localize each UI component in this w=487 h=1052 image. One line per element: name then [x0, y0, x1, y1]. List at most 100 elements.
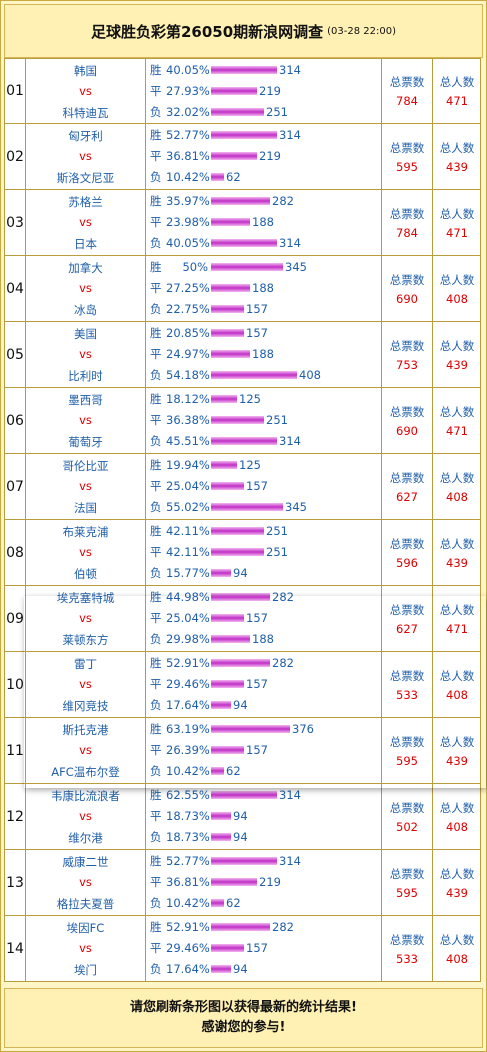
total-votes-cell: 总票数 784: [382, 59, 433, 123]
total-votes-value: 533: [396, 951, 418, 966]
result-percent: 25.04%: [166, 611, 210, 625]
total-people-value: 439: [446, 159, 468, 174]
vote-bar: [211, 263, 283, 271]
away-team: 维尔港: [68, 831, 103, 845]
odds-line: 负 54.18% 408: [150, 367, 321, 383]
away-team: 斯洛文尼亚: [56, 171, 115, 185]
odds-line: 平 27.93% 219: [150, 83, 281, 99]
total-people-cell: 总人数 439: [432, 124, 482, 189]
odds-cell: 胜 63.19% 376 平 26.39% 157 负 10.42% 62: [146, 718, 382, 783]
result-label: 平: [150, 743, 162, 757]
result-label: 平: [150, 479, 162, 493]
odds-cell: 胜 52.91% 282 平 29.46% 157 负 17.64% 94: [146, 652, 382, 717]
odds-cell: 胜 35.97% 282 平 23.98% 188 负 40.05% 314: [146, 190, 382, 255]
odds-cell: 胜 52.77% 314 平 36.81% 219 负 10.42% 62: [146, 124, 382, 189]
away-team: AFC温布尔登: [51, 765, 120, 779]
total-votes-value: 753: [396, 357, 418, 372]
odds-line: 平 29.46% 157: [150, 676, 268, 692]
vote-bar: [211, 527, 264, 535]
result-label: 平: [150, 149, 162, 163]
total-people-value: 471: [446, 225, 468, 240]
home-team: 苏格兰: [68, 195, 103, 209]
away-team: 埃门: [74, 963, 97, 977]
teams-cell: 威康二世 vs 格拉夫夏普: [26, 850, 146, 915]
away-team: 葡萄牙: [68, 435, 103, 449]
home-team: 埃克塞特城: [56, 591, 115, 605]
result-label: 胜: [150, 326, 162, 340]
total-votes-label: 总票数: [389, 470, 425, 485]
total-votes-cell: 总票数 753: [382, 322, 433, 387]
header: 足球胜负彩第26050期新浪网调查 (03-28 22:00): [4, 4, 483, 58]
result-percent: 62.55%: [166, 788, 210, 802]
odds-cell: 胜 20.85% 157 平 24.97% 188 负 54.18% 408: [146, 322, 382, 387]
result-label: 负: [150, 896, 162, 910]
vote-bar: [211, 329, 244, 337]
vote-count: 157: [246, 743, 268, 757]
result-percent: 10.42%: [166, 896, 210, 910]
odds-cell: 胜 62.55% 314 平 18.73% 94 负 18.73% 94: [146, 784, 382, 849]
total-votes-value: 595: [396, 159, 418, 174]
total-people-label: 总人数: [439, 140, 475, 155]
odds-line: 平 25.04% 157: [150, 478, 268, 494]
total-votes-label: 总票数: [389, 140, 425, 155]
result-label: 胜: [150, 392, 162, 406]
vote-bar: [211, 437, 277, 445]
vote-count: 157: [246, 326, 268, 340]
total-people-label: 总人数: [439, 404, 475, 419]
odds-line: 胜 44.98% 282: [150, 589, 294, 605]
result-label: 平: [150, 84, 162, 98]
thanks-notice: 感谢您的参与!: [201, 1020, 286, 1035]
result-label: 负: [150, 105, 162, 119]
total-votes-value: 627: [396, 621, 418, 636]
teams-cell: 墨西哥 vs 葡萄牙: [26, 388, 146, 453]
vote-bar: [211, 305, 244, 313]
total-votes-value: 595: [396, 753, 418, 768]
match-row: 02 匈牙利 vs 斯洛文尼亚 胜 52.77% 314 平 36.81% 21…: [4, 124, 481, 190]
match-row: 08 布莱克浦 vs 伯顿 胜 42.11% 251 平 42.11% 251 …: [4, 520, 481, 586]
odds-line: 负 18.73% 94: [150, 829, 248, 845]
total-people-label: 总人数: [439, 602, 475, 617]
vote-bar: [211, 878, 257, 886]
result-label: 负: [150, 170, 162, 184]
total-votes-label: 总票数: [389, 932, 425, 947]
total-people-value: 471: [446, 94, 468, 108]
odds-line: 负 10.42% 62: [150, 763, 241, 779]
match-number: 05: [5, 322, 26, 387]
vote-bar: [211, 833, 231, 841]
vs-label: vs: [79, 545, 92, 559]
odds-line: 胜 62.55% 314: [150, 787, 301, 803]
vote-count: 282: [272, 194, 294, 208]
result-percent: 27.93%: [166, 84, 210, 98]
away-team: 比利时: [68, 369, 103, 383]
result-percent: 44.98%: [166, 590, 210, 604]
result-label: 胜: [150, 590, 162, 604]
vote-count: 314: [279, 854, 301, 868]
home-team: 韩国: [74, 64, 97, 78]
total-votes-label: 总票数: [389, 734, 425, 749]
result-percent: 27.25%: [166, 281, 210, 295]
result-percent: 52.77%: [166, 854, 210, 868]
vote-count: 314: [279, 236, 301, 250]
home-team: 威康二世: [62, 855, 109, 869]
total-votes-value: 690: [396, 423, 418, 438]
odds-line: 胜 19.94% 125: [150, 457, 261, 473]
vote-bar: [211, 218, 250, 226]
teams-cell: 斯托克港 vs AFC温布尔登: [26, 718, 146, 783]
home-team: 韦康比流浪者: [51, 789, 120, 803]
vs-label: vs: [79, 611, 92, 625]
result-label: 平: [150, 611, 162, 625]
result-percent: 29.46%: [166, 677, 210, 691]
vote-bar: [211, 944, 244, 952]
vote-bar: [211, 614, 244, 622]
vote-count: 188: [252, 632, 274, 646]
vote-count: 94: [233, 698, 248, 712]
match-row: 09 埃克塞特城 vs 莱顿东方 胜 44.98% 282 平 25.04% 1…: [4, 586, 481, 652]
vs-label: vs: [79, 347, 92, 361]
total-people-value: 408: [446, 687, 468, 702]
total-votes-cell: 总票数 533: [382, 652, 433, 717]
vote-bar: [211, 746, 244, 754]
result-label: 胜: [150, 656, 162, 670]
total-votes-label: 总票数: [389, 866, 425, 881]
result-label: 负: [150, 236, 162, 250]
odds-line: 胜 52.91% 282: [150, 919, 294, 935]
